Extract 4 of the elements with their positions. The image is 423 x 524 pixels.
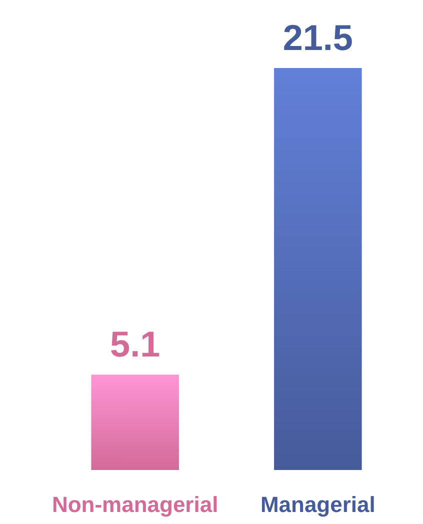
x-tick-label: Non-managerial — [52, 492, 218, 517]
x-tick-label: Managerial — [260, 492, 376, 517]
data-label: 21.5 — [282, 17, 353, 58]
data-label: 5.1 — [110, 324, 160, 365]
